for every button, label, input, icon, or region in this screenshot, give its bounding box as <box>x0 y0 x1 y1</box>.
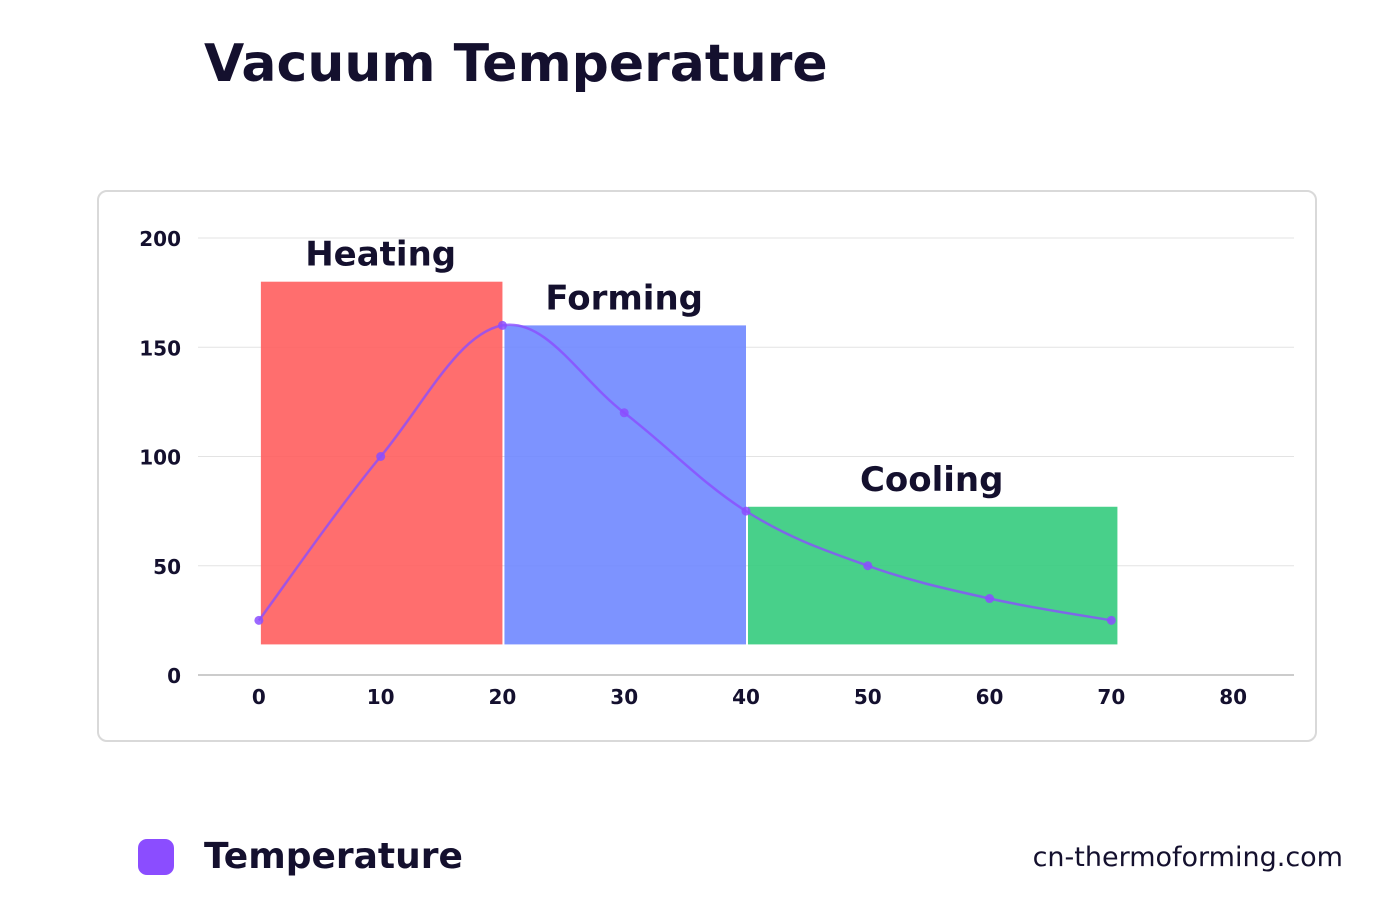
x-tick-label: 10 <box>367 685 395 709</box>
y-tick-label: 100 <box>139 446 181 470</box>
x-tick-label: 50 <box>854 685 882 709</box>
chart-title: Vacuum Temperature <box>204 34 828 94</box>
phase-labels: Heating Forming Cooling <box>305 235 1003 500</box>
temperature-point <box>1106 615 1116 625</box>
temperature-point <box>497 320 507 330</box>
x-tick-label: 30 <box>610 685 638 709</box>
watermark: cn-thermoforming.com <box>1032 842 1343 873</box>
temperature-point <box>741 506 751 516</box>
x-tick-label: 60 <box>976 685 1004 709</box>
legend-swatch <box>138 838 174 875</box>
x-tick-label: 80 <box>1219 685 1247 709</box>
x-tick-label: 70 <box>1097 685 1125 709</box>
series-points <box>254 320 1116 625</box>
phase-forming <box>504 325 746 645</box>
legend-label: Temperature <box>204 836 463 877</box>
y-tick-label: 150 <box>139 336 181 360</box>
x-tick-label: 20 <box>489 685 517 709</box>
phase-label-forming: Forming <box>545 278 703 318</box>
temperature-point <box>376 452 386 461</box>
axis-ticks: 0 50 100 150 200 0 10 20 30 40 50 60 70 80 <box>139 227 1247 709</box>
y-tick-label: 50 <box>153 555 181 579</box>
phase-heating <box>260 281 503 645</box>
phase-cooling <box>748 506 1118 645</box>
phase-label-heating: Heating <box>305 235 456 275</box>
temperature-point <box>863 561 873 571</box>
x-tick-label: 40 <box>732 685 760 709</box>
temperature-point <box>619 408 629 418</box>
temperature-point <box>254 615 264 625</box>
y-tick-label: 200 <box>139 227 181 251</box>
phase-label-cooling: Cooling <box>860 460 1004 500</box>
phase-regions <box>260 281 1118 645</box>
legend: Temperature <box>138 836 463 877</box>
temperature-point <box>985 594 995 604</box>
x-tick-label: 0 <box>252 685 266 709</box>
y-tick-label: 0 <box>167 664 181 688</box>
